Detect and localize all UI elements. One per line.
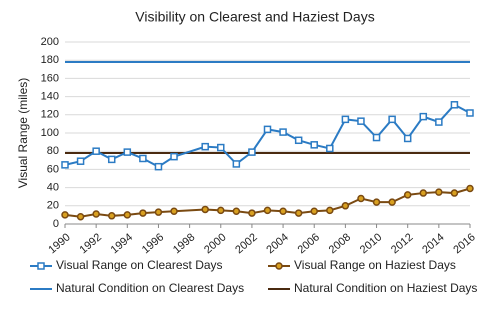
- marker: [294, 209, 303, 217]
- marker: [279, 128, 287, 136]
- marker: [248, 148, 256, 156]
- marker: [248, 209, 256, 217]
- marker: [341, 115, 350, 124]
- marker: [403, 191, 412, 199]
- x-tick-label: 2008: [327, 231, 353, 256]
- marker: [154, 162, 163, 171]
- marker: [92, 147, 100, 155]
- marker: [357, 117, 365, 125]
- legend-marker: [275, 262, 283, 270]
- marker: [466, 184, 474, 193]
- marker: [107, 212, 116, 220]
- marker: [201, 142, 209, 151]
- marker: [107, 155, 116, 164]
- marker: [419, 112, 428, 121]
- y-tick-label: 60: [47, 163, 59, 175]
- marker: [123, 148, 132, 156]
- marker: [170, 152, 178, 161]
- x-tick-label: 2012: [389, 231, 415, 256]
- marker: [388, 115, 396, 124]
- marker: [279, 207, 287, 216]
- y-tick-label: 80: [47, 145, 59, 157]
- x-tick-label: 1996: [140, 231, 166, 256]
- marker: [326, 206, 334, 215]
- chart-title: Visibility on Clearest and Haziest Days: [135, 9, 374, 25]
- x-tick-label: 2010: [358, 231, 384, 256]
- y-tick-label: 100: [41, 127, 59, 139]
- marker: [154, 208, 163, 216]
- marker: [435, 118, 443, 126]
- x-tick-label: 2004: [264, 231, 290, 256]
- marker: [76, 212, 85, 221]
- marker: [372, 133, 381, 142]
- y-tick-label: 200: [41, 36, 59, 48]
- marker: [310, 141, 318, 149]
- marker: [357, 194, 365, 203]
- marker: [61, 211, 69, 219]
- x-tick-label: 1992: [77, 231, 103, 256]
- marker: [263, 206, 272, 215]
- marker: [450, 189, 459, 197]
- marker: [341, 202, 350, 210]
- marker: [139, 154, 147, 163]
- marker: [92, 210, 100, 218]
- y-tick-label: 0: [53, 218, 59, 230]
- marker: [232, 207, 241, 216]
- y-tick-label: 160: [41, 72, 59, 84]
- marker: [201, 205, 209, 214]
- marker: [76, 157, 85, 165]
- x-tick-label: 1990: [46, 231, 72, 256]
- marker: [123, 211, 132, 219]
- legend-marker: [37, 262, 45, 270]
- y-tick-label: 140: [41, 91, 59, 103]
- x-tick-label: 2006: [296, 231, 322, 256]
- marker: [263, 125, 272, 134]
- y-tick-label: 20: [47, 200, 59, 212]
- x-tick-label: 2014: [420, 231, 446, 256]
- legend-label: Visual Range on Haziest Days: [294, 258, 456, 272]
- y-tick-label: 40: [47, 182, 59, 194]
- x-tick-label: 2002: [233, 231, 259, 256]
- marker: [139, 209, 147, 217]
- legend-label: Natural Condition on Haziest Days: [294, 281, 477, 295]
- marker: [61, 161, 69, 169]
- marker: [326, 144, 334, 153]
- marker: [435, 188, 443, 196]
- marker: [466, 109, 474, 117]
- marker: [232, 160, 241, 168]
- marker: [217, 206, 225, 215]
- x-tick-label: 1994: [109, 231, 135, 256]
- x-tick-label: 2000: [202, 231, 228, 256]
- y-tick-label: 180: [41, 54, 59, 66]
- marker: [170, 207, 178, 216]
- marker: [450, 101, 459, 109]
- legend-label: Visual Range on Clearest Days: [56, 258, 223, 272]
- legend-label: Natural Condition on Clearest Days: [56, 281, 244, 295]
- y-axis-label: Visual Range (miles): [16, 78, 30, 189]
- marker: [372, 198, 381, 206]
- marker: [419, 189, 428, 197]
- x-tick-label: 1998: [171, 231, 197, 256]
- y-tick-label: 120: [41, 109, 59, 121]
- marker: [310, 207, 318, 216]
- marker: [388, 198, 396, 206]
- marker: [294, 136, 303, 145]
- x-tick-label: 2016: [451, 231, 477, 256]
- marker: [217, 143, 225, 152]
- marker: [403, 134, 412, 143]
